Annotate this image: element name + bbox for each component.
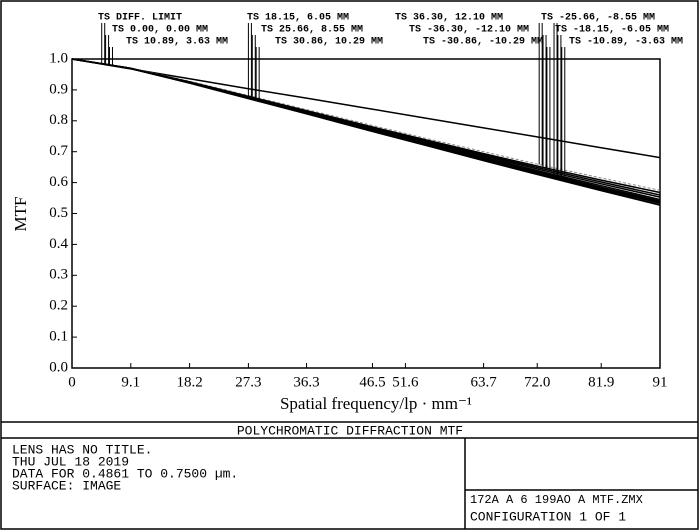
x-tick-label: 91: [653, 374, 668, 390]
legend-label: TS -25.66, -8.55 MM: [541, 13, 655, 24]
y-tick-label: 0.0: [49, 359, 68, 375]
y-tick-label: 0.3: [49, 267, 68, 283]
info-line: LENS HAS NO TITLE.: [12, 442, 152, 457]
legend-label: TS -30.86, -10.29 MM: [423, 37, 543, 48]
x-tick-label: 27.3: [235, 374, 261, 390]
legend-label: TS -36.30, -12.10 MM: [409, 25, 529, 36]
x-tick-label: 36.3: [293, 374, 319, 390]
mtf-curve: [71, 58, 661, 205]
legend-label: TS 25.66, 8.55 MM: [261, 25, 363, 36]
legend-label: TS DIFF. LIMIT: [98, 13, 182, 24]
x-tick-label: 9.1: [121, 374, 140, 390]
legend-label: TS -10.89, -3.63 MM: [569, 37, 683, 48]
x-tick-label: 51.6: [392, 374, 419, 390]
x-axis-label: Spatial frequency/lp · mm⁻¹: [280, 394, 472, 413]
plot-title: POLYCHROMATIC DIFFRACTION MTF: [237, 423, 463, 438]
x-tick-label: 81.9: [588, 374, 614, 390]
mtf-curve: [71, 58, 661, 206]
legend-label: TS -18.15, -6.05 MM: [555, 25, 669, 36]
config-line: CONFIGURATION 1 OF 1: [470, 509, 626, 524]
plot-frame: [71, 58, 661, 369]
y-tick-label: 0.6: [49, 174, 68, 190]
y-tick-label: 0.2: [49, 298, 68, 314]
y-tick-label: 0.4: [49, 236, 68, 252]
y-tick-label: 0.9: [49, 81, 68, 97]
y-axis-label: MTF: [11, 197, 30, 232]
legend-label: TS 18.15, 6.05 MM: [247, 13, 349, 24]
x-tick-label: 72.0: [524, 374, 550, 390]
y-tick-label: 0.1: [49, 329, 68, 345]
x-tick-label: 0: [68, 374, 76, 390]
x-tick-label: 63.7: [470, 374, 497, 390]
info-line: SURFACE: IMAGE: [12, 478, 121, 493]
legend-label: TS 36.30, 12.10 MM: [395, 13, 503, 24]
y-tick-label: 0.5: [49, 205, 68, 221]
y-tick-label: 1.0: [49, 50, 68, 66]
legend-label: TS 30.86, 10.29 MM: [275, 37, 383, 48]
mtf-curve: [71, 58, 661, 159]
file-line: 172A A 6 199AO A MTF.ZMX: [470, 493, 643, 507]
legend-label: TS 0.00, 0.00 MM: [112, 25, 208, 36]
info-line: DATA FOR 0.4861 TO 0.7500 µm.: [12, 466, 238, 481]
x-tick-label: 46.5: [359, 374, 385, 390]
info-line: THU JUL 18 2019: [12, 454, 129, 469]
x-tick-label: 18.2: [176, 374, 202, 390]
legend-label: TS 10.89, 3.63 MM: [126, 37, 228, 48]
y-tick-label: 0.8: [49, 112, 68, 128]
mtf-curve: [71, 58, 661, 202]
y-tick-label: 0.7: [49, 143, 68, 159]
